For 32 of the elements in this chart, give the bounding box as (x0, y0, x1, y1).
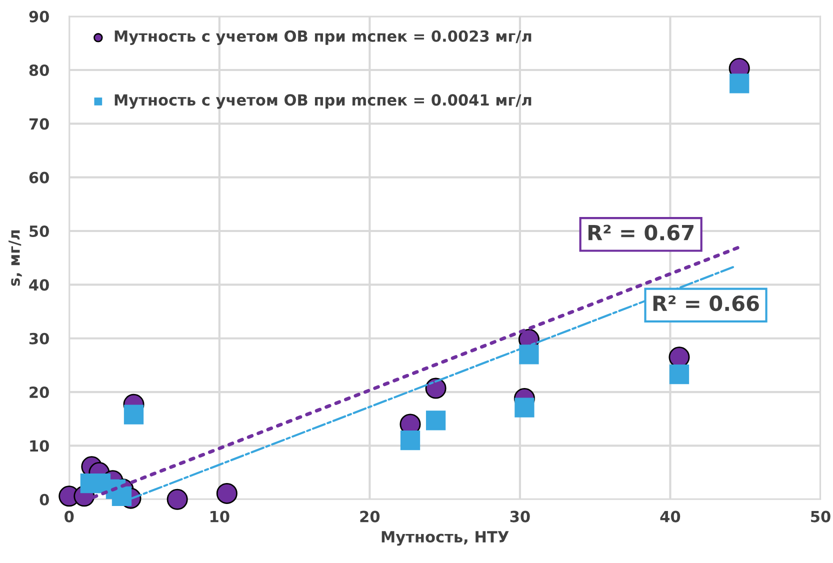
point (514, 398, 534, 418)
y-tick-label: 0 (40, 494, 49, 506)
y-tick-label: 90 (29, 10, 49, 22)
point (426, 410, 446, 430)
point (730, 74, 750, 94)
annotation: R² = 0.67 (588, 224, 694, 240)
point (400, 430, 420, 450)
y-tick-label: 70 (29, 118, 49, 130)
y-axis-title: s, мг/л (8, 230, 22, 286)
point (216, 482, 238, 504)
y-tick-label: 50 (30, 225, 49, 238)
y-tick-label: 40 (29, 279, 49, 291)
x-tick-label: 10 (210, 510, 230, 522)
y-tick-label: 20 (30, 386, 49, 398)
point (124, 404, 144, 424)
point (425, 378, 446, 399)
x-axis-title: Мутность, НТУ (382, 531, 509, 546)
legend-label: Мутность с учетом ОВ при mспек = 0.0041 мг/л (114, 94, 532, 109)
x-tick-label: 50 (811, 510, 830, 522)
y-tick-label: 10 (30, 440, 49, 452)
annotation: R² = 0.66 (653, 295, 759, 312)
y-tick-label: 60 (29, 172, 49, 184)
x-tick-label: 20 (360, 510, 380, 522)
y-tick-label: 80 (29, 64, 49, 76)
x-tick-label: 0 (64, 510, 74, 522)
x-tick-label: 40 (660, 510, 680, 522)
legend-label: Мутность с учетом ОВ при mспек = 0.0023 мг/л (114, 30, 532, 45)
point (669, 364, 690, 384)
point (519, 344, 539, 364)
x-tick-label: 30 (510, 510, 530, 522)
point (166, 488, 188, 510)
y-tick-label: 30 (29, 332, 49, 344)
